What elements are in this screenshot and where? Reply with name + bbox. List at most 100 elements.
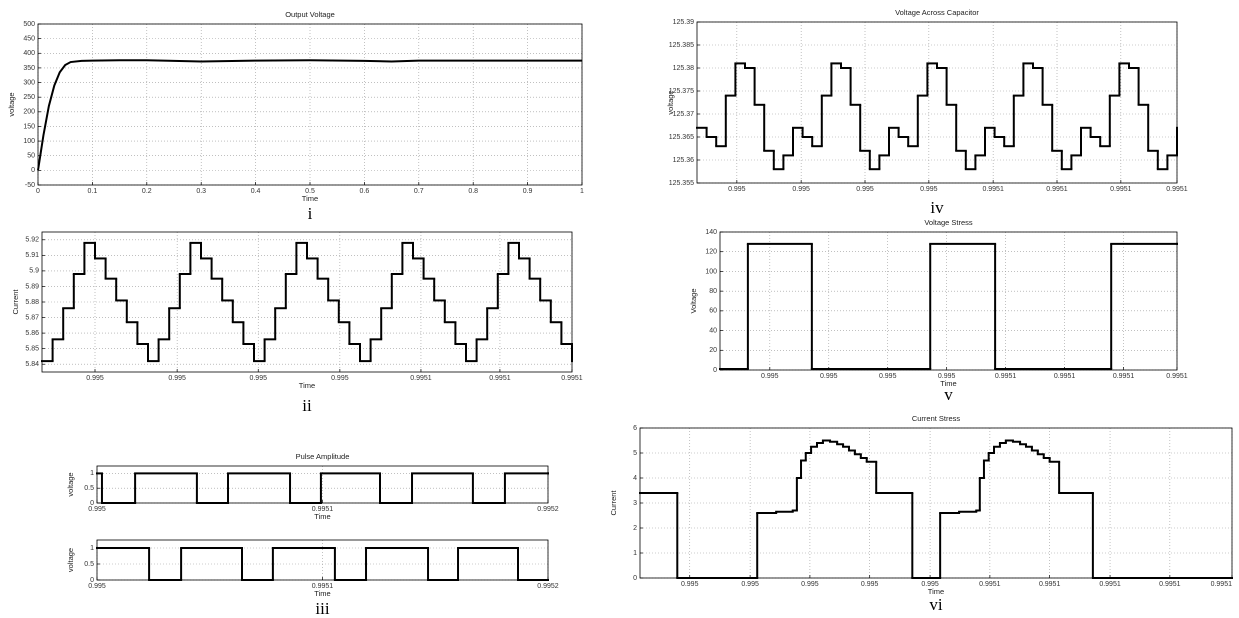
- x-tick-label: 0.9951: [979, 581, 1001, 588]
- y-tick-label: 140: [705, 229, 717, 236]
- x-tick-label: 0.5: [305, 188, 315, 195]
- x-tick-label: 0.995: [761, 373, 779, 380]
- y-tick-label: 350: [23, 65, 35, 72]
- chart-title: Voltage Across Capacitor: [895, 8, 979, 17]
- x-tick-label: 0.9951: [1166, 373, 1188, 380]
- y-tick-label: 120: [705, 249, 717, 256]
- y-tick-label: 125.38: [673, 65, 695, 72]
- x-tick-label: 0.9951: [410, 375, 432, 382]
- x-axis-label: Time: [314, 512, 330, 521]
- axes-frame: [639, 427, 1233, 579]
- y-tick-label: 100: [705, 268, 717, 275]
- y-tick-label: 1: [633, 550, 637, 557]
- panel-caption: ii: [302, 396, 312, 415]
- y-axis-label: Current: [11, 289, 20, 315]
- x-tick-label: 0.995: [741, 581, 759, 588]
- axes-frame: [96, 539, 549, 581]
- chart-title: Output Voltage: [285, 10, 335, 19]
- x-tick-label: 0.995: [86, 375, 104, 382]
- y-tick-label: 5.92: [25, 237, 39, 244]
- y-tick-label: 300: [23, 79, 35, 86]
- panel-caption: i: [308, 204, 313, 223]
- line: [37, 59, 582, 171]
- y-tick-label: 0: [633, 575, 637, 582]
- y-tick-label: 5.9: [29, 268, 39, 275]
- y-axis-label: voltage: [7, 92, 16, 116]
- x-tick-label: 0.9: [523, 188, 533, 195]
- y-tick-label: 1: [90, 470, 94, 477]
- y-tick-label: 5.85: [25, 346, 39, 353]
- x-tick-label: 0.3: [196, 188, 206, 195]
- y-tick-label: 5.88: [25, 299, 39, 306]
- chart-title: Pulse Amplitude: [296, 452, 350, 461]
- x-tick-label: 0.7: [414, 188, 424, 195]
- x-tick-label: 0.8: [468, 188, 478, 195]
- y-tick-label: 400: [23, 50, 35, 57]
- y-tick-label: 3: [633, 500, 637, 507]
- y-axis-label: Current: [609, 490, 618, 516]
- x-axis-label: Time: [928, 587, 944, 596]
- y-tick-label: 500: [23, 21, 35, 28]
- x-tick-label: 0.1: [88, 188, 98, 195]
- chart-title: Current Stress: [912, 414, 961, 423]
- x-tick-label: 0.9951: [1039, 581, 1061, 588]
- panel-caption: iii: [315, 599, 329, 618]
- y-tick-label: 5.84: [25, 361, 39, 368]
- y-tick-label: 6: [633, 425, 637, 432]
- x-tick-label: 0.9951: [1211, 581, 1233, 588]
- y-tick-label: 250: [23, 94, 35, 101]
- x-tick-label: 0.9951: [1113, 373, 1135, 380]
- x-tick-label: 0.995: [168, 375, 186, 382]
- y-tick-label: 5.87: [25, 314, 39, 321]
- x-tick-label: 0.9951: [1046, 186, 1068, 193]
- x-tick-label: 0.995: [801, 581, 819, 588]
- y-tick-label: 5.89: [25, 283, 39, 290]
- y-tick-label: 5.86: [25, 330, 39, 337]
- panel-caption: vi: [929, 595, 943, 614]
- y-axis-label: Voltage: [689, 288, 698, 313]
- x-tick-label: 0.9951: [1166, 186, 1188, 193]
- x-tick-label: 0.995: [856, 186, 874, 193]
- x-tick-label: 1: [580, 188, 584, 195]
- x-tick-label: 0.995: [88, 506, 106, 513]
- y-tick-label: 0: [713, 367, 717, 374]
- x-tick-label: 0.995: [792, 186, 810, 193]
- y-tick-label: 125.39: [673, 19, 695, 26]
- y-tick-label: 100: [23, 138, 35, 145]
- panel-caption: v: [944, 385, 953, 404]
- axes-frame: [37, 23, 583, 186]
- y-tick-label: 50: [27, 153, 35, 160]
- x-tick-label: 0.9952: [537, 506, 559, 513]
- x-tick-label: 0.9951: [1110, 186, 1132, 193]
- x-tick-label: 0.9952: [537, 583, 559, 590]
- x-tick-label: 0.9951: [1054, 373, 1076, 380]
- axes-frame: [719, 231, 1178, 371]
- x-tick-label: 0.4: [251, 188, 261, 195]
- x-axis-label: Time: [314, 589, 330, 598]
- y-tick-label: 150: [23, 123, 35, 130]
- x-tick-label: 0.9951: [489, 375, 511, 382]
- x-tick-label: 0.995: [938, 373, 956, 380]
- x-axis-label: Time: [940, 379, 956, 388]
- axes-frame: [96, 465, 549, 504]
- x-tick-label: 0.995: [728, 186, 746, 193]
- chart-title: Voltage Stress: [924, 218, 973, 227]
- y-tick-label: 5: [633, 450, 637, 457]
- y-tick-label: 125.355: [669, 180, 694, 187]
- x-tick-label: 0.995: [920, 186, 938, 193]
- x-tick-label: 0.995: [921, 581, 939, 588]
- x-tick-label: 0: [36, 188, 40, 195]
- x-tick-label: 0.995: [331, 375, 349, 382]
- x-tick-label: 0.9951: [1159, 581, 1181, 588]
- y-tick-label: 40: [709, 327, 717, 334]
- x-tick-label: 0.9951: [995, 373, 1017, 380]
- y-tick-label: 0: [90, 500, 94, 507]
- y-axis-label: voltage: [666, 90, 675, 114]
- x-tick-label: 0.995: [249, 375, 267, 382]
- x-axis-label: Time: [299, 381, 315, 390]
- x-tick-label: 0.9951: [561, 375, 583, 382]
- x-tick-label: 0.995: [88, 583, 106, 590]
- y-tick-label: 2: [633, 525, 637, 532]
